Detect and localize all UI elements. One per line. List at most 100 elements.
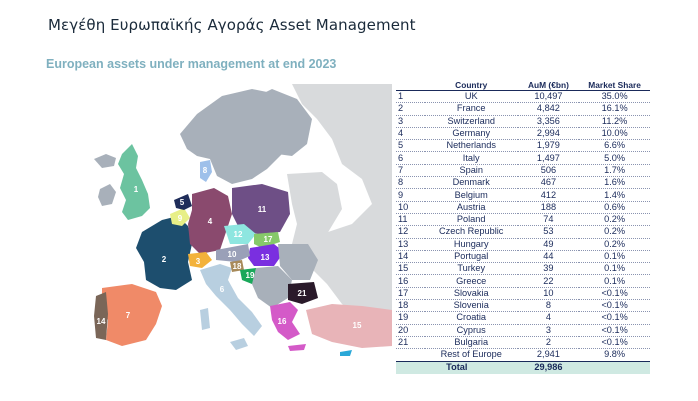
map-label-12: 12 <box>234 230 243 239</box>
map-region-greece <box>270 302 300 340</box>
aum-cell: 10,497 <box>517 90 580 104</box>
header-rank <box>396 80 425 91</box>
map-label-18: 18 <box>233 262 242 271</box>
rank-cell: 4 <box>396 127 425 141</box>
map-label-1: 1 <box>134 185 139 194</box>
map-region-spain <box>102 284 162 346</box>
map-label-5: 5 <box>180 198 185 207</box>
country-cell: Belgium <box>424 188 518 202</box>
aum-cell: 22 <box>517 274 580 288</box>
map-region-sicily <box>230 338 248 350</box>
map-region-poland <box>232 184 290 234</box>
table-header-row: Country AuM (€bn) Market Share <box>396 80 650 91</box>
map-region-sardinia <box>200 308 210 330</box>
map-region-austria <box>216 244 250 262</box>
share-cell: 16.1% <box>579 102 650 116</box>
share-cell: 0.1% <box>579 250 650 264</box>
map-label-4: 4 <box>208 217 213 226</box>
rank-cell: 21 <box>396 336 425 350</box>
aum-cell: 3,356 <box>517 115 580 128</box>
table-row: 21 Bulgaria 2 <0.1% <box>396 336 650 350</box>
header-share: Market Share <box>579 80 650 91</box>
country-cell: Netherlands <box>424 139 518 153</box>
country-cell: UK <box>424 90 518 104</box>
map-label-13: 13 <box>261 253 270 262</box>
rank-cell: 7 <box>396 164 425 178</box>
map-label-9: 9 <box>178 214 183 223</box>
table-row: 2 France 4,842 16.1% <box>396 102 650 116</box>
map-label-7: 7 <box>126 311 131 320</box>
aum-cell: 10 <box>517 287 580 301</box>
map-label-2: 2 <box>162 255 167 264</box>
country-cell: Germany <box>424 127 518 141</box>
map-label-8: 8 <box>203 166 208 175</box>
share-cell: <0.1% <box>579 336 650 350</box>
table-row: 5 Netherlands 1,979 6.6% <box>396 139 650 153</box>
country-cell: Hungary <box>424 238 518 251</box>
aum-cell: 2,994 <box>517 127 580 141</box>
slide-title: Μεγέθη Ευρωπαϊκής Αγοράς Asset Managemen… <box>48 16 416 34</box>
rank-cell: 18 <box>396 299 425 313</box>
map-region-balkans <box>252 266 292 308</box>
table-row: 16 Greece 22 0.1% <box>396 274 650 288</box>
map-region-bulgaria <box>288 282 318 304</box>
rank-cell: 17 <box>396 287 425 301</box>
map-region-czech <box>224 224 256 244</box>
table-row: 15 Turkey 39 0.1% <box>396 262 650 276</box>
share-cell: 5.0% <box>579 151 650 165</box>
table-row: 11 Poland 74 0.2% <box>396 213 650 227</box>
country-cell: Czech Republic <box>424 225 518 239</box>
country-cell: Austria <box>424 201 518 214</box>
map-region-slovenia <box>230 260 244 272</box>
map-region-netherlands <box>174 194 192 210</box>
rank-cell: 8 <box>396 176 425 190</box>
country-cell: Slovakia <box>424 287 518 301</box>
share-cell: 0.2% <box>579 225 650 239</box>
table-row: 3 Switzerland 3,356 11.2% <box>396 115 650 128</box>
share-cell: 9.8% <box>579 348 650 362</box>
map-label-3: 3 <box>196 257 201 266</box>
map-region-switzerland <box>188 252 212 268</box>
map-region-portugal <box>94 292 108 340</box>
aum-cell: 4,842 <box>517 102 580 116</box>
share-cell: 0.1% <box>579 274 650 288</box>
country-cell: Spain <box>424 164 518 178</box>
table-row: 19 Croatia 4 <0.1% <box>396 311 650 325</box>
table-row: 12 Czech Republic 53 0.2% <box>396 225 650 239</box>
rank-cell: 20 <box>396 324 425 337</box>
table-row: 20 Cyprus 3 <0.1% <box>396 324 650 337</box>
share-cell: <0.1% <box>579 324 650 337</box>
table-row: 9 Belgium 412 1.4% <box>396 188 650 202</box>
map-region-far-east <box>292 84 392 324</box>
aum-cell: 467 <box>517 176 580 190</box>
aum-cell: 44 <box>517 250 580 264</box>
map-label-19: 19 <box>246 271 255 280</box>
header-country: Country <box>424 80 518 91</box>
chart-title: European assets under management at end … <box>46 57 337 71</box>
aum-cell: 39 <box>517 262 580 276</box>
total-row: Total 29,986 <box>396 361 650 374</box>
table-row: 4 Germany 2,994 10.0% <box>396 127 650 141</box>
map-region-crete <box>288 344 306 351</box>
share-cell: <0.1% <box>579 299 650 313</box>
aum-cell: 1,497 <box>517 151 580 165</box>
map-region-finland <box>252 89 312 156</box>
aum-table: Country AuM (€bn) Market Share 1 UK 10,497… <box>396 80 650 374</box>
map-region-italy <box>200 264 262 336</box>
map-label-20: 20 <box>342 355 351 364</box>
europe-map: 1 2 3 4 5 6 7 8 9 10 11 12 13 14 15 16 17 18 19 20 21 <box>92 84 392 370</box>
share-cell: 35.0% <box>579 90 650 104</box>
map-region-denmark <box>200 160 212 182</box>
country-cell: Croatia <box>424 311 518 325</box>
rank-cell <box>396 348 425 362</box>
map-region-ireland <box>98 184 116 206</box>
map-region-east <box>287 172 342 249</box>
rank-cell: 1 <box>396 90 425 104</box>
aum-cell: 8 <box>517 299 580 313</box>
map-label-11: 11 <box>258 205 267 214</box>
share-cell: 1.4% <box>579 188 650 202</box>
map-region-turkey <box>306 304 392 348</box>
country-cell: Denmark <box>424 176 518 190</box>
map-label-17: 17 <box>264 235 273 244</box>
